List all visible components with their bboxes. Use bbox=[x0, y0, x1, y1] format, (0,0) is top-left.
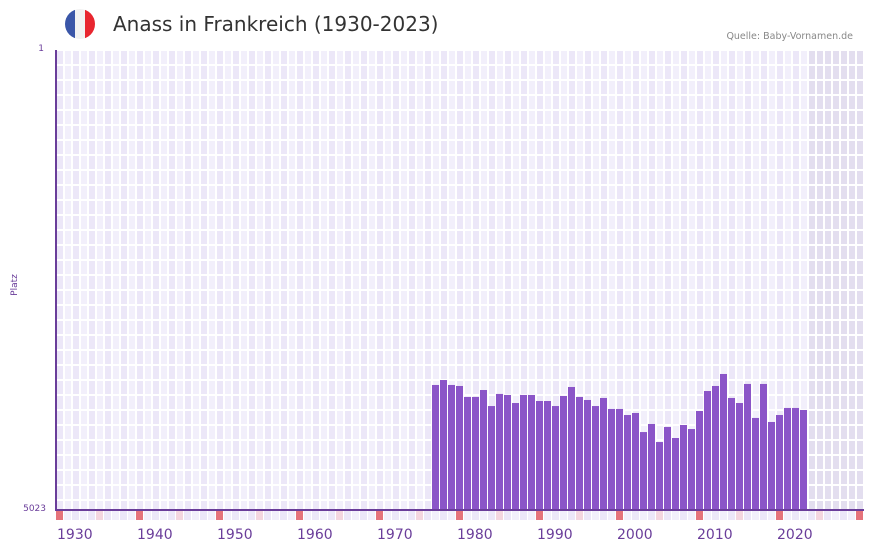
bar-1989 bbox=[528, 394, 535, 510]
bar-1983 bbox=[480, 390, 487, 510]
x-tick-1940: 1940 bbox=[137, 527, 173, 543]
x-axis bbox=[55, 509, 864, 511]
x-tick-1950: 1950 bbox=[217, 527, 253, 543]
x-tick-1990: 1990 bbox=[537, 527, 573, 543]
bar-1992 bbox=[552, 406, 559, 510]
bar-1978 bbox=[440, 380, 447, 510]
bar-2003 bbox=[640, 432, 647, 510]
y-tick-bottom: 5023 bbox=[23, 504, 46, 514]
bar-1984 bbox=[488, 406, 495, 510]
bar-2022 bbox=[792, 407, 799, 510]
bar-2007 bbox=[672, 438, 679, 510]
bar-2012 bbox=[712, 385, 719, 510]
bar-2020 bbox=[776, 415, 783, 510]
bar-1987 bbox=[512, 403, 519, 510]
bar-2017 bbox=[752, 417, 759, 510]
x-tick-2010: 2010 bbox=[697, 527, 733, 543]
bar-1999 bbox=[608, 408, 615, 510]
year-markers bbox=[56, 511, 863, 520]
bar-1979 bbox=[448, 384, 455, 510]
flag-blue-stripe bbox=[65, 9, 75, 39]
bar-1980 bbox=[456, 385, 463, 510]
bar-2021 bbox=[784, 407, 791, 510]
bar-2015 bbox=[736, 403, 743, 510]
bar-2004 bbox=[648, 423, 655, 510]
bar-1988 bbox=[520, 394, 527, 510]
bar-1997 bbox=[592, 406, 599, 510]
france-flag-icon bbox=[65, 9, 95, 39]
bar-2018 bbox=[760, 383, 767, 510]
bar-2014 bbox=[728, 397, 735, 510]
bar-1986 bbox=[504, 394, 511, 510]
source-credit: Quelle: Baby-Vornamen.de bbox=[726, 31, 853, 42]
chart-title: Anass in Frankreich (1930-2023) bbox=[113, 12, 439, 36]
y-axis bbox=[55, 50, 57, 511]
bar-2011 bbox=[704, 391, 711, 510]
bar-1990 bbox=[536, 400, 543, 510]
x-tick-2000: 2000 bbox=[617, 527, 653, 543]
bar-2019 bbox=[768, 421, 775, 510]
x-tick-1970: 1970 bbox=[377, 527, 413, 543]
bar-2016 bbox=[744, 383, 751, 510]
bar-2000 bbox=[616, 408, 623, 510]
x-tick-1930: 1930 bbox=[57, 527, 93, 543]
bar-2005 bbox=[656, 442, 663, 510]
bar-1981 bbox=[464, 396, 471, 510]
bar-1993 bbox=[560, 395, 567, 510]
flag-white-stripe bbox=[75, 9, 85, 39]
bar-1982 bbox=[472, 396, 479, 510]
bar-1991 bbox=[544, 400, 551, 510]
x-tick-2020: 2020 bbox=[777, 527, 813, 543]
bar-1998 bbox=[600, 397, 607, 510]
bar-1977 bbox=[432, 384, 439, 510]
bar-2008 bbox=[680, 424, 687, 510]
bar-2013 bbox=[720, 373, 727, 510]
bar-2001 bbox=[624, 415, 631, 510]
bar-1994 bbox=[568, 386, 575, 510]
bar-2023 bbox=[800, 409, 807, 510]
bar-1985 bbox=[496, 393, 503, 510]
bar-2010 bbox=[696, 410, 703, 510]
x-tick-1960: 1960 bbox=[297, 527, 333, 543]
bar-1995 bbox=[576, 396, 583, 510]
bar-1996 bbox=[584, 399, 591, 510]
plot-area bbox=[57, 51, 863, 510]
bar-2002 bbox=[632, 412, 639, 510]
y-tick-top: 1 bbox=[38, 44, 44, 54]
bar-2009 bbox=[688, 429, 695, 510]
y-axis-label: Platz bbox=[9, 274, 20, 296]
flag-red-stripe bbox=[85, 9, 95, 39]
bar-2006 bbox=[664, 427, 671, 510]
x-tick-1980: 1980 bbox=[457, 527, 493, 543]
